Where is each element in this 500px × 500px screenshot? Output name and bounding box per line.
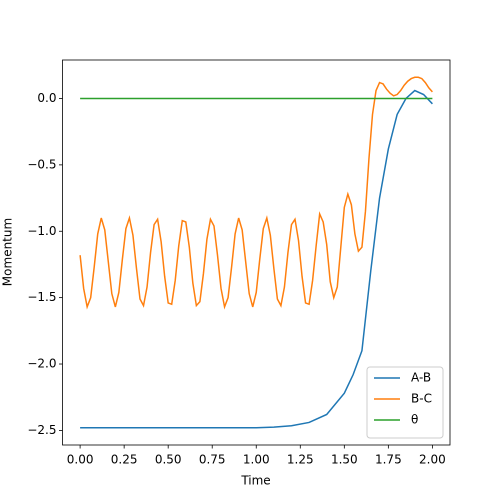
x-tick-label: 0.50 [155, 453, 182, 467]
x-tick-label: 1.75 [375, 453, 402, 467]
x-tick-label: 2.00 [419, 453, 446, 467]
y-tick-label: −1.5 [27, 290, 56, 304]
legend-label: B-C [411, 392, 432, 406]
y-tick-label: −2.0 [27, 357, 56, 371]
x-tick-label: 1.25 [287, 453, 314, 467]
y-tick-label: −1.0 [27, 224, 56, 238]
x-axis-label: Time [240, 474, 270, 488]
legend-label: A-B [411, 371, 431, 385]
x-tick-label: 1.50 [331, 453, 358, 467]
x-tick-label: 0.00 [67, 453, 94, 467]
x-tick-label: 1.00 [243, 453, 270, 467]
x-tick-label: 0.75 [199, 453, 226, 467]
y-tick-label: 0.0 [37, 91, 56, 105]
y-axis-label: Momentum [1, 218, 15, 286]
x-tick-label: 0.25 [111, 453, 138, 467]
y-tick-label: −2.5 [27, 423, 56, 437]
series-line [80, 89, 433, 429]
y-tick-label: −0.5 [27, 157, 56, 171]
series-line [79, 76, 433, 310]
legend-label: θ [411, 413, 418, 427]
plot-frame [62, 59, 451, 446]
